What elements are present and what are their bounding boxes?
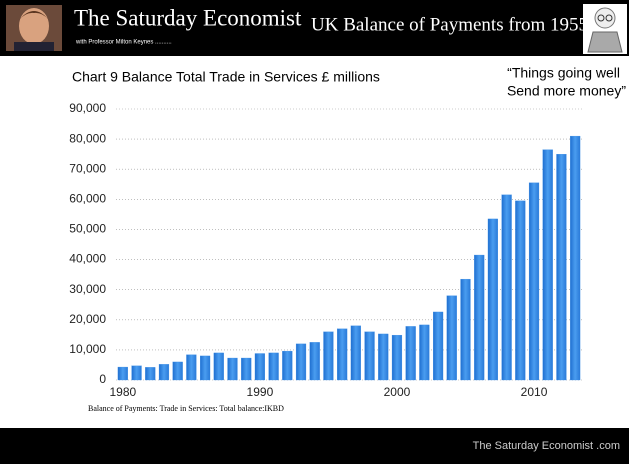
brand: The Saturday Economist (74, 5, 302, 30)
bar (282, 350, 293, 381)
y-tick-label: 30,000 (69, 282, 106, 296)
x-tick-label: 1980 (110, 385, 137, 399)
bar (186, 354, 197, 381)
bar (419, 324, 430, 381)
y-tick-label: 60,000 (69, 192, 106, 206)
bar (405, 326, 416, 381)
bar (391, 334, 403, 381)
y-tick-label: 70,000 (69, 161, 106, 175)
bar (337, 328, 348, 381)
bar (254, 353, 265, 381)
bar (501, 194, 512, 381)
cartoon-icon (583, 4, 627, 54)
bar (350, 325, 361, 381)
bar (515, 200, 526, 381)
bar (158, 364, 170, 381)
bar (268, 352, 279, 381)
x-tick-label: 2010 (521, 385, 548, 399)
plot: 0 10,000 20,000 30,000 40,000 50,000 60,000 70,… (69, 101, 582, 399)
bar (542, 149, 553, 381)
bar (528, 182, 540, 381)
footer-bar (0, 428, 629, 464)
footer-text: The Saturday Economist .com (473, 440, 620, 452)
bar (570, 135, 581, 381)
bar (474, 254, 485, 381)
bar (227, 357, 238, 381)
y-tick-label: 10,000 (69, 342, 106, 356)
source-note: Balance of Payments: Trade in Services: … (88, 404, 284, 413)
annotation: Send more money” (507, 83, 626, 99)
bar (117, 366, 128, 381)
bar (213, 352, 224, 381)
bar (433, 311, 444, 381)
bar (487, 218, 498, 381)
byline: with Professor Milton Keynes .......... (75, 40, 172, 46)
x-tick-label: 2000 (384, 385, 411, 399)
y-tick-label: 50,000 (69, 222, 106, 236)
bar (460, 278, 471, 381)
bar (145, 367, 156, 381)
bar (200, 355, 211, 381)
bar (446, 295, 457, 381)
y-tick-label: 20,000 (69, 312, 106, 326)
portrait (6, 5, 62, 51)
headline: UK Balance of Payments from 1955 (311, 14, 588, 35)
bar (378, 333, 389, 381)
bar (295, 343, 307, 381)
bar (556, 154, 567, 381)
bar (364, 331, 375, 381)
bar (241, 357, 252, 381)
header-bar (0, 0, 629, 56)
y-tick-label: 0 (99, 372, 106, 386)
chart-title: Chart 9 Balance Total Trade in Services … (72, 69, 380, 85)
bar (323, 331, 334, 381)
bar (309, 342, 320, 381)
y-tick-label: 80,000 (69, 131, 106, 145)
x-tick-label: 1990 (247, 385, 274, 399)
annotation: “Things going well (507, 65, 620, 81)
y-tick-label: 90,000 (69, 101, 106, 115)
y-tick-label: 40,000 (69, 252, 106, 266)
bar (172, 361, 183, 381)
bar (131, 365, 142, 381)
